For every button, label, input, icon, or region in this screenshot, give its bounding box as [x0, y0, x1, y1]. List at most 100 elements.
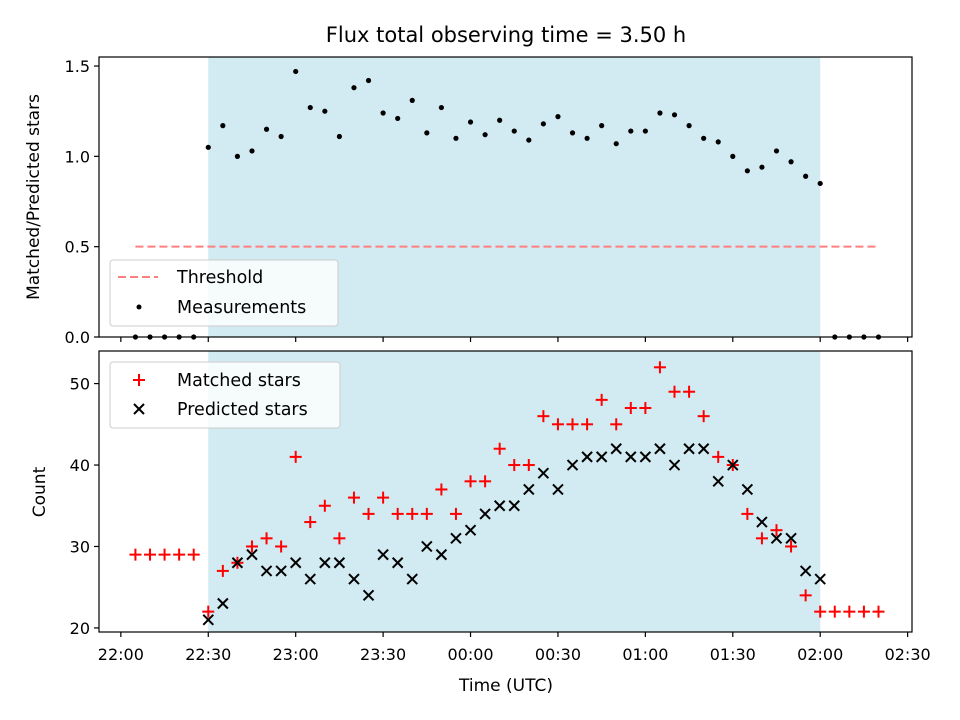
predicted-star-point — [523, 483, 535, 496]
matched-star-point — [333, 532, 346, 545]
measurement-point — [220, 123, 226, 129]
predicted-marker-b — [639, 451, 652, 463]
predicted-marker-b — [523, 483, 535, 496]
legend-measurements-label: Measurements — [177, 298, 306, 318]
predicted-star-point — [508, 500, 520, 512]
measurement-point — [657, 110, 663, 116]
predicted-marker-b — [727, 459, 739, 471]
predicted-marker-b — [260, 565, 273, 577]
predicted-star-point — [581, 451, 593, 463]
matched-star-point — [464, 475, 477, 488]
matched-star-point — [420, 507, 433, 520]
matched-star-point — [202, 605, 215, 618]
measurement-point — [817, 180, 823, 187]
measurement-point — [438, 104, 444, 111]
x-tick-label: 00:00 — [447, 645, 493, 664]
measurement-point — [671, 112, 678, 118]
predicted-marker-b — [304, 573, 316, 585]
top-panel-axis: 0.0 0.5 1.0 1.5 — [65, 57, 909, 347]
x-tick-label: 22:00 — [98, 645, 144, 664]
bottom-legend: Matched stars Predicted stars — [109, 361, 341, 429]
bottom-panel-frame — [98, 350, 913, 633]
matched-star-point — [741, 507, 754, 520]
matched-star-point — [610, 418, 623, 431]
matched-star-point — [668, 385, 681, 398]
matched-star-point — [347, 491, 360, 504]
predicted-star-point — [770, 532, 783, 545]
top-panel-data — [132, 68, 882, 340]
measurement-point — [584, 135, 590, 141]
measurement-point — [409, 97, 415, 103]
measurement-point — [599, 123, 605, 129]
predicted-marker-b — [217, 597, 229, 610]
predicted-star-point — [566, 459, 579, 471]
matched-star-point — [158, 548, 171, 561]
predicted-star-point — [319, 557, 331, 569]
y-tick-label: 0.0 — [65, 328, 90, 347]
matched-star-point — [362, 507, 375, 520]
top-panel-frame — [98, 56, 913, 338]
measurement-point — [467, 119, 474, 125]
predicted-star-point — [202, 614, 214, 626]
predicted-marker-b — [464, 524, 477, 536]
legend-predicted-swatch — [133, 403, 145, 415]
y-tick-label: 50 — [70, 375, 90, 394]
y-tick-label: 1.0 — [65, 147, 90, 166]
predicted-marker-b — [697, 443, 710, 455]
predicted-marker-b — [391, 557, 404, 569]
predicted-marker-b — [231, 557, 244, 569]
measurement-point — [744, 168, 750, 174]
predicted-marker-b — [450, 532, 462, 545]
bottom-panel: 20 30 40 50 22:00 22:30 23:00 23:30 00:00 00:30 01… — [30, 350, 931, 696]
predicted-star-point — [727, 459, 739, 471]
predicted-marker-b — [435, 548, 448, 561]
measurement-point — [759, 164, 765, 170]
matched-star-point — [479, 475, 492, 488]
predicted-star-point — [333, 557, 346, 569]
y-tick-label: 1.5 — [65, 57, 90, 76]
matched-star-point — [828, 605, 841, 618]
predicted-marker-b — [406, 573, 418, 585]
predicted-star-point — [362, 589, 375, 602]
predicted-star-point — [421, 540, 433, 553]
predicted-marker-b — [683, 443, 695, 455]
predicted-star-point — [712, 475, 724, 488]
predicted-marker-b — [479, 508, 491, 520]
predicted-marker-b — [202, 614, 214, 626]
predicted-star-point — [741, 483, 754, 496]
matched-star-point — [406, 507, 419, 520]
predicted-star-point — [756, 516, 768, 528]
matched-star-point — [449, 507, 462, 520]
measurement-point — [686, 123, 692, 129]
measurement-point — [642, 128, 648, 134]
y-tick-label: 30 — [70, 537, 90, 556]
measurement-point — [569, 130, 576, 136]
measurement-point — [482, 132, 488, 138]
predicted-marker-b — [508, 500, 520, 512]
predicted-marker-b — [319, 557, 331, 569]
matched-star-point — [275, 540, 288, 553]
measurement-point — [278, 133, 284, 140]
predicted-star-point — [625, 451, 637, 463]
matched-star-point — [624, 402, 637, 415]
measurement-point — [453, 135, 459, 141]
predicted-star-point — [799, 565, 812, 577]
measurement-point — [628, 128, 634, 134]
legend-matched-label: Matched stars — [177, 371, 301, 391]
x-tick-label: 01:30 — [710, 645, 756, 664]
x-tick-label: 23:30 — [360, 645, 406, 664]
matched-star-point — [173, 548, 186, 561]
predicted-marker-b — [289, 557, 302, 569]
matched-star-point — [187, 548, 200, 561]
measurement-point — [555, 114, 561, 120]
measurement-point — [526, 137, 532, 143]
matched-star-point — [551, 418, 564, 431]
predicted-marker-b — [493, 500, 506, 512]
predicted-marker-b — [785, 532, 797, 545]
predicted-marker-b — [333, 557, 346, 569]
predicted-star-point — [348, 573, 360, 585]
matched-star-point — [493, 442, 506, 455]
measurement-point — [540, 121, 546, 127]
matched-star-point — [537, 410, 550, 423]
predicted-star-point — [391, 557, 404, 569]
